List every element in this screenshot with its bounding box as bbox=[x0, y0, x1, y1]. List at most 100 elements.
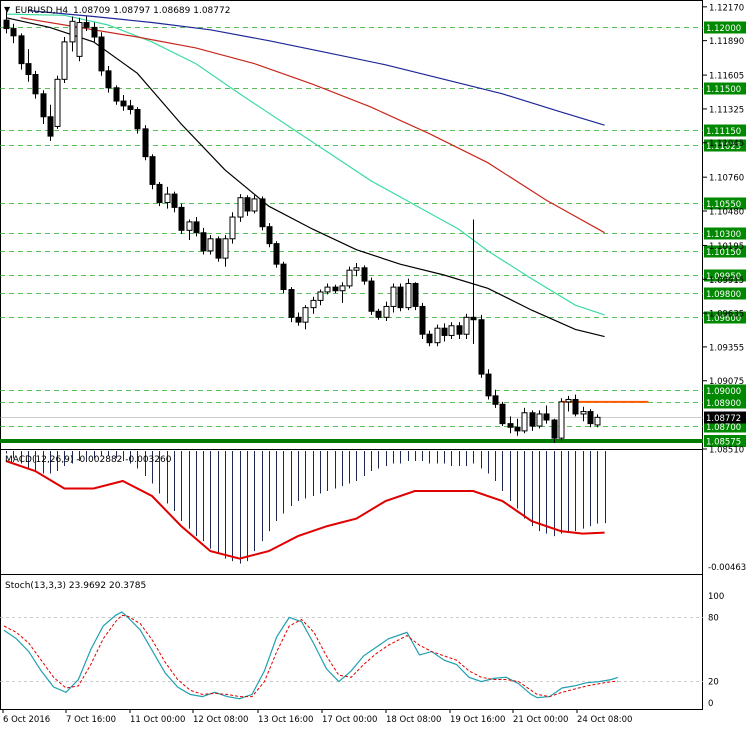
candle[interactable] bbox=[164, 186, 171, 209]
candle-body bbox=[98, 36, 105, 72]
candle[interactable] bbox=[441, 323, 448, 342]
candle[interactable] bbox=[594, 414, 601, 428]
candle[interactable] bbox=[215, 236, 222, 262]
candle[interactable] bbox=[120, 95, 127, 111]
time-tick-label: 24 Oct 08:00 bbox=[577, 715, 632, 725]
candle[interactable] bbox=[390, 283, 397, 313]
candle[interactable] bbox=[10, 23, 17, 44]
candle[interactable] bbox=[543, 405, 550, 424]
candle[interactable] bbox=[456, 322, 463, 340]
candle[interactable] bbox=[149, 154, 156, 190]
candle[interactable] bbox=[361, 265, 368, 285]
candle[interactable] bbox=[244, 195, 251, 216]
candle[interactable] bbox=[222, 235, 229, 267]
candle[interactable] bbox=[18, 33, 25, 70]
candle[interactable] bbox=[536, 410, 543, 429]
candle[interactable] bbox=[485, 369, 492, 400]
time-tick-label: 13 Oct 16:00 bbox=[258, 715, 313, 725]
level-tag-label: 1.10150 bbox=[706, 248, 741, 258]
candle[interactable] bbox=[134, 107, 141, 134]
candle[interactable] bbox=[61, 37, 68, 83]
candle[interactable] bbox=[514, 418, 521, 436]
candle[interactable] bbox=[171, 191, 178, 213]
candle[interactable] bbox=[156, 182, 163, 207]
candle[interactable] bbox=[186, 219, 193, 240]
candle[interactable] bbox=[280, 261, 287, 294]
candle[interactable] bbox=[266, 223, 273, 248]
stoch-signal-line bbox=[3, 614, 618, 698]
candle[interactable] bbox=[229, 212, 236, 244]
candle[interactable] bbox=[463, 313, 470, 340]
candle[interactable] bbox=[288, 287, 295, 323]
support-line bbox=[0, 439, 703, 443]
candle-body bbox=[156, 183, 163, 204]
candle[interactable] bbox=[98, 32, 105, 76]
candle[interactable] bbox=[572, 394, 579, 417]
candle[interactable] bbox=[237, 194, 244, 222]
candle[interactable] bbox=[332, 284, 339, 294]
candle[interactable] bbox=[40, 90, 47, 125]
candle[interactable] bbox=[383, 301, 390, 321]
candle[interactable] bbox=[310, 296, 317, 314]
candle[interactable] bbox=[499, 401, 506, 427]
candle[interactable] bbox=[521, 407, 528, 434]
candle[interactable] bbox=[397, 283, 404, 312]
candle[interactable] bbox=[551, 418, 558, 443]
candle[interactable] bbox=[69, 16, 76, 52]
candle[interactable] bbox=[207, 235, 214, 255]
candle[interactable] bbox=[412, 282, 419, 311]
candle[interactable] bbox=[346, 266, 353, 289]
candle[interactable] bbox=[492, 389, 499, 408]
candle[interactable] bbox=[324, 283, 331, 295]
candle[interactable] bbox=[142, 125, 149, 161]
candle[interactable] bbox=[419, 302, 426, 340]
candle[interactable] bbox=[580, 406, 587, 422]
candle[interactable] bbox=[54, 75, 61, 129]
candlestick-series[interactable] bbox=[3, 11, 601, 443]
candle[interactable] bbox=[302, 305, 309, 330]
stoch-tick-label: 0 bbox=[708, 699, 713, 709]
candle[interactable] bbox=[127, 99, 134, 115]
level-tag-label: 1.08700 bbox=[706, 423, 741, 433]
candle[interactable] bbox=[47, 104, 54, 141]
candle[interactable] bbox=[178, 203, 185, 234]
candle[interactable] bbox=[76, 17, 83, 62]
candle[interactable] bbox=[251, 195, 258, 214]
candle[interactable] bbox=[375, 308, 382, 320]
candle[interactable] bbox=[105, 66, 112, 93]
time-tick-label: 18 Oct 08:00 bbox=[386, 715, 441, 725]
candle[interactable] bbox=[83, 16, 90, 31]
candle[interactable] bbox=[353, 262, 360, 277]
candle[interactable] bbox=[200, 227, 207, 255]
candle[interactable] bbox=[368, 277, 375, 315]
candle[interactable] bbox=[434, 324, 441, 347]
candle[interactable] bbox=[478, 314, 485, 378]
candle[interactable] bbox=[295, 312, 302, 326]
candle[interactable] bbox=[507, 416, 514, 434]
candle[interactable] bbox=[426, 330, 433, 347]
candle[interactable] bbox=[25, 49, 32, 82]
candle[interactable] bbox=[470, 219, 477, 344]
candle[interactable] bbox=[405, 278, 412, 311]
candle[interactable] bbox=[529, 410, 536, 431]
candle[interactable] bbox=[3, 11, 10, 34]
candle[interactable] bbox=[193, 217, 200, 237]
level-tag-label: 1.11025 bbox=[706, 142, 741, 152]
level-tag bbox=[704, 287, 746, 300]
candle[interactable] bbox=[448, 322, 455, 340]
candle[interactable] bbox=[259, 196, 266, 231]
candle[interactable] bbox=[273, 241, 280, 268]
time-tick-label: 7 Oct 16:00 bbox=[66, 715, 116, 725]
candle[interactable] bbox=[558, 398, 565, 441]
candle-body bbox=[529, 412, 536, 427]
candle[interactable] bbox=[113, 85, 120, 105]
candle[interactable] bbox=[91, 22, 98, 42]
candle[interactable] bbox=[32, 70, 39, 99]
candle[interactable] bbox=[587, 409, 594, 428]
candle[interactable] bbox=[317, 289, 324, 306]
dropdown-icon[interactable]: ▼ bbox=[4, 5, 11, 14]
candle[interactable] bbox=[339, 282, 346, 303]
candle[interactable] bbox=[565, 395, 572, 412]
